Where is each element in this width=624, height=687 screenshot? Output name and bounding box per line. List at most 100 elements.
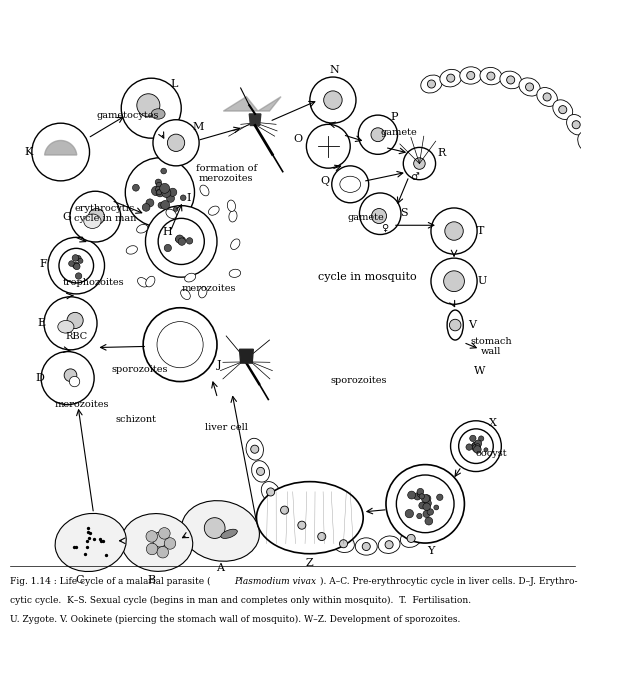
Ellipse shape <box>378 536 400 554</box>
Circle shape <box>76 256 81 261</box>
Circle shape <box>417 492 423 497</box>
Text: A: A <box>217 563 225 574</box>
Circle shape <box>152 186 161 196</box>
Circle shape <box>310 77 356 123</box>
Circle shape <box>59 248 94 283</box>
Circle shape <box>427 508 434 515</box>
Circle shape <box>417 488 424 495</box>
Circle shape <box>41 352 94 405</box>
Circle shape <box>187 238 193 244</box>
Circle shape <box>419 502 426 509</box>
Circle shape <box>475 440 482 447</box>
Ellipse shape <box>447 310 463 340</box>
Circle shape <box>167 134 185 151</box>
Ellipse shape <box>246 438 263 460</box>
Circle shape <box>371 128 385 142</box>
Polygon shape <box>249 114 261 126</box>
Circle shape <box>173 207 178 212</box>
Circle shape <box>266 488 275 496</box>
Text: W: W <box>474 366 485 376</box>
Circle shape <box>358 115 397 155</box>
Circle shape <box>147 543 158 555</box>
Circle shape <box>152 532 167 547</box>
Circle shape <box>339 540 348 548</box>
Circle shape <box>142 203 150 211</box>
Circle shape <box>72 262 79 269</box>
Circle shape <box>405 510 414 518</box>
Ellipse shape <box>567 115 586 135</box>
Circle shape <box>44 297 97 350</box>
Circle shape <box>281 506 289 514</box>
Circle shape <box>371 209 386 223</box>
Circle shape <box>484 448 488 452</box>
Circle shape <box>474 446 481 453</box>
Circle shape <box>332 166 369 203</box>
Circle shape <box>204 518 225 539</box>
Ellipse shape <box>55 513 126 572</box>
Circle shape <box>475 444 480 448</box>
Ellipse shape <box>401 530 422 548</box>
Circle shape <box>251 445 259 453</box>
Circle shape <box>423 510 430 517</box>
Text: B: B <box>147 575 155 585</box>
Circle shape <box>423 503 431 510</box>
Text: J: J <box>217 360 222 370</box>
Circle shape <box>451 420 501 471</box>
Circle shape <box>48 238 105 294</box>
Text: Plasmodium vivax: Plasmodium vivax <box>234 577 316 586</box>
Ellipse shape <box>229 210 237 222</box>
Circle shape <box>157 546 168 558</box>
Circle shape <box>64 369 77 381</box>
Ellipse shape <box>151 109 165 119</box>
Circle shape <box>414 493 421 500</box>
Text: ). A–C. Pre-erythrocytic cycle in liver cells. D–J. Erythro-: ). A–C. Pre-erythrocytic cycle in liver … <box>320 577 578 586</box>
Circle shape <box>449 319 461 331</box>
Circle shape <box>318 532 326 541</box>
Text: stomach
wall: stomach wall <box>470 337 512 356</box>
Circle shape <box>89 209 105 225</box>
Ellipse shape <box>121 514 193 572</box>
Ellipse shape <box>460 67 482 84</box>
Text: D: D <box>36 373 44 383</box>
Text: U: U <box>477 276 486 286</box>
Text: T: T <box>477 226 484 236</box>
Text: X: X <box>489 418 497 428</box>
Ellipse shape <box>145 276 155 287</box>
Text: M: M <box>192 122 203 132</box>
Text: R: R <box>437 148 446 158</box>
Circle shape <box>385 541 393 549</box>
Circle shape <box>161 188 169 196</box>
Circle shape <box>447 74 455 82</box>
Ellipse shape <box>231 239 240 249</box>
Circle shape <box>543 93 551 101</box>
Circle shape <box>424 495 431 502</box>
Circle shape <box>470 436 476 442</box>
Text: gamete: gamete <box>381 128 417 137</box>
Text: U. Zygote. V. Ookinete (piercing the stomach wall of mosquito). W–Z. Development: U. Zygote. V. Ookinete (piercing the sto… <box>10 615 461 624</box>
Ellipse shape <box>519 78 540 96</box>
Circle shape <box>168 188 177 196</box>
Circle shape <box>472 444 480 452</box>
Circle shape <box>164 538 176 549</box>
Ellipse shape <box>261 482 280 502</box>
Circle shape <box>583 137 591 146</box>
Circle shape <box>421 495 430 503</box>
Circle shape <box>180 237 185 243</box>
Circle shape <box>157 322 203 368</box>
Circle shape <box>156 189 164 197</box>
Circle shape <box>153 120 199 166</box>
Text: P: P <box>390 113 398 122</box>
Circle shape <box>146 199 154 207</box>
Circle shape <box>424 499 431 507</box>
Ellipse shape <box>198 286 207 298</box>
Circle shape <box>167 194 175 203</box>
Text: C: C <box>75 575 84 585</box>
Circle shape <box>459 429 493 464</box>
Circle shape <box>76 273 82 279</box>
Circle shape <box>437 494 443 500</box>
Circle shape <box>407 534 415 543</box>
Circle shape <box>180 195 186 201</box>
Polygon shape <box>258 97 281 111</box>
Text: trophozoites: trophozoites <box>63 278 124 287</box>
Text: formation of
merozoites: formation of merozoites <box>196 164 257 183</box>
